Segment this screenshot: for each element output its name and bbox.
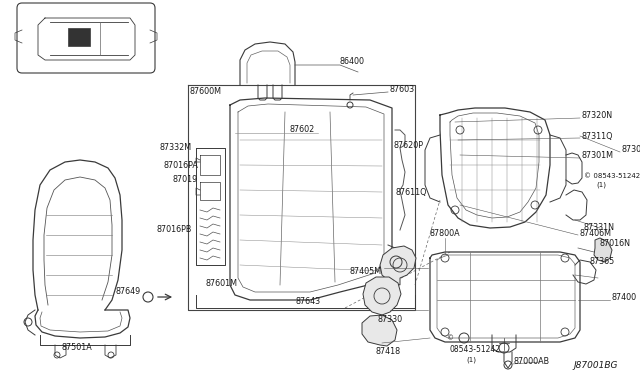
Text: 87601M: 87601M: [205, 279, 237, 289]
Text: 87400: 87400: [612, 294, 637, 302]
Text: 87331N: 87331N: [584, 224, 615, 232]
Text: 87301M: 87301M: [582, 151, 614, 160]
Text: J87001BG: J87001BG: [573, 362, 618, 371]
Text: 87611Q: 87611Q: [396, 187, 428, 196]
Text: 87800A: 87800A: [430, 230, 461, 238]
Text: 87320N: 87320N: [582, 112, 613, 121]
Polygon shape: [362, 315, 397, 346]
Text: (1): (1): [466, 357, 476, 363]
Bar: [68, 28, 90, 46]
Text: 87332M: 87332M: [160, 144, 192, 153]
Text: 87602: 87602: [290, 125, 316, 135]
Polygon shape: [594, 238, 612, 262]
Text: © 08543-51242: © 08543-51242: [584, 173, 640, 179]
Text: 87501A: 87501A: [62, 343, 93, 353]
Polygon shape: [380, 246, 416, 285]
Text: 87649: 87649: [115, 286, 140, 295]
Text: 08543-51242: 08543-51242: [450, 346, 501, 355]
Text: (1): (1): [596, 182, 606, 188]
Text: 87603: 87603: [390, 86, 415, 94]
Text: 87405M: 87405M: [350, 267, 382, 276]
Text: ©: ©: [447, 335, 456, 341]
FancyBboxPatch shape: [17, 3, 155, 73]
Text: 87643: 87643: [295, 298, 320, 307]
Text: 87300M: 87300M: [621, 145, 640, 154]
Text: 87418: 87418: [375, 347, 400, 356]
Text: 87019: 87019: [173, 176, 198, 185]
Text: 87016N: 87016N: [600, 240, 631, 248]
Text: 87600M: 87600M: [190, 87, 222, 96]
Text: 86400: 86400: [340, 57, 365, 65]
Text: 87406M: 87406M: [580, 230, 612, 238]
Text: 87365: 87365: [590, 257, 615, 266]
Text: 87311Q: 87311Q: [582, 131, 614, 141]
Polygon shape: [363, 277, 401, 315]
Text: 87330: 87330: [378, 315, 403, 324]
Text: 87000AB: 87000AB: [514, 357, 550, 366]
Text: 87016PA: 87016PA: [163, 160, 198, 170]
Text: 87620P: 87620P: [394, 141, 424, 150]
Text: 87016PB: 87016PB: [157, 225, 192, 234]
